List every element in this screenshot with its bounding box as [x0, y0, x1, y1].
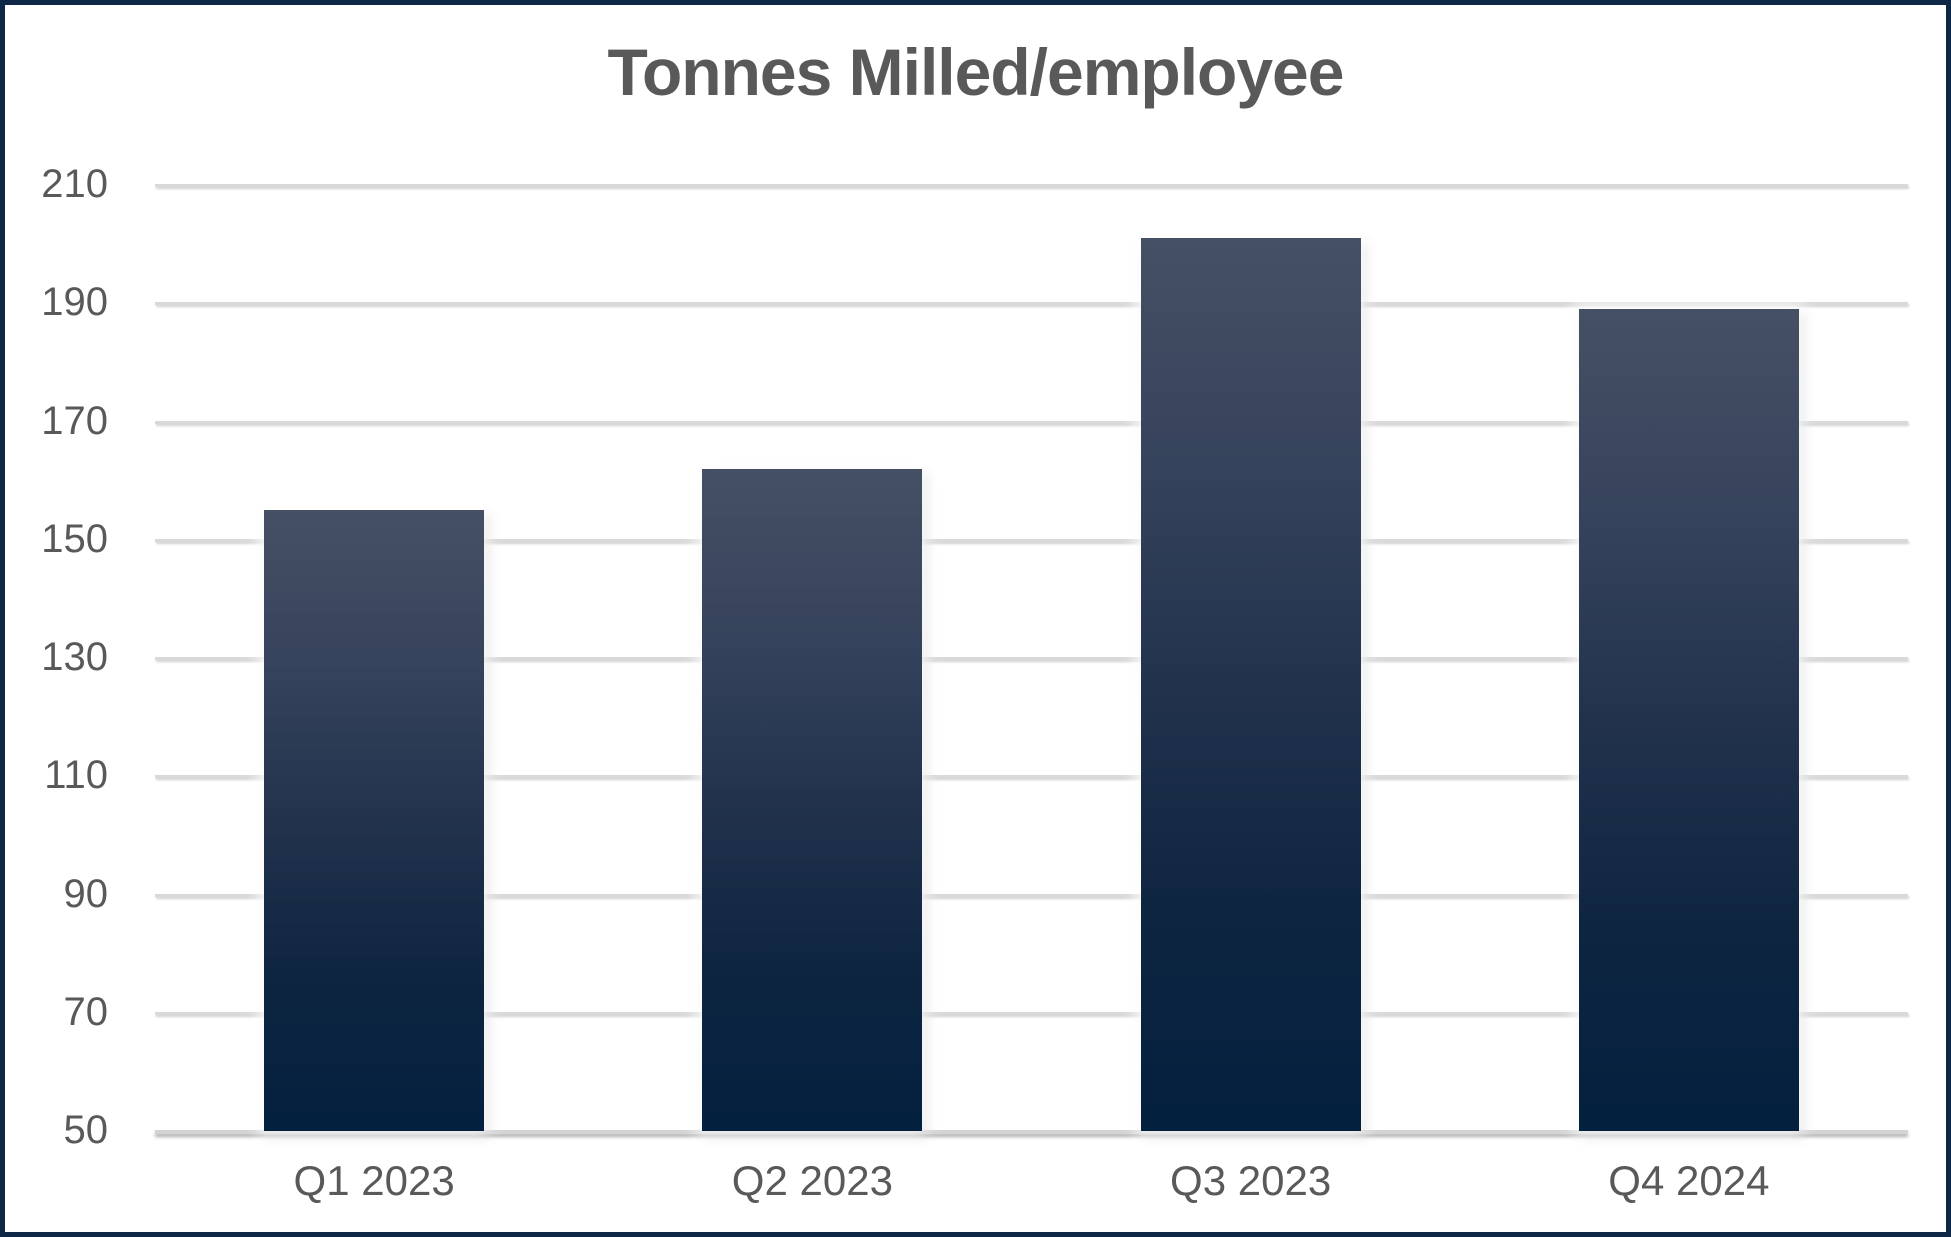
- y-tick-label: 70: [63, 989, 109, 1034]
- y-tick-label: 210: [41, 162, 108, 206]
- y-tick-label: 190: [41, 280, 108, 325]
- y-tick-label: 170: [41, 398, 108, 443]
- gridline: [155, 657, 1908, 660]
- y-tick-label: 150: [41, 516, 108, 561]
- x-tick-label: Q2 2023: [731, 1157, 893, 1204]
- x-tick-label: Q4 2024: [1608, 1157, 1770, 1204]
- bar-q2-2023: [702, 468, 923, 1131]
- y-tick-label: 90: [63, 871, 109, 916]
- gridline: [155, 538, 1908, 542]
- gridline: [155, 1011, 1908, 1015]
- x-tick-label: Q1 2023: [293, 1157, 455, 1204]
- bar-q4-2024: [1578, 309, 1799, 1131]
- x-tick-label: Q3 2023: [1170, 1157, 1332, 1204]
- bar-q3-2023: [1140, 238, 1361, 1131]
- bar-q1-2023: [264, 510, 485, 1131]
- gridline: [155, 420, 1908, 424]
- chart-title: Tonnes Milled/employee: [607, 35, 1345, 109]
- gridline: [155, 184, 1908, 187]
- gridline: [155, 775, 1908, 779]
- y-tick-label: 50: [63, 1108, 109, 1152]
- x-axis-line: [155, 1130, 1908, 1134]
- gridline: [155, 302, 1908, 306]
- y-tick-label: 110: [44, 753, 108, 798]
- plot-area: 210 190 170 150 130 110 90 70 50 Q1 2023 Q2 2023 Q…: [5, 5, 1946, 1232]
- gridline: [155, 893, 1908, 897]
- y-tick-label: 130: [41, 635, 108, 679]
